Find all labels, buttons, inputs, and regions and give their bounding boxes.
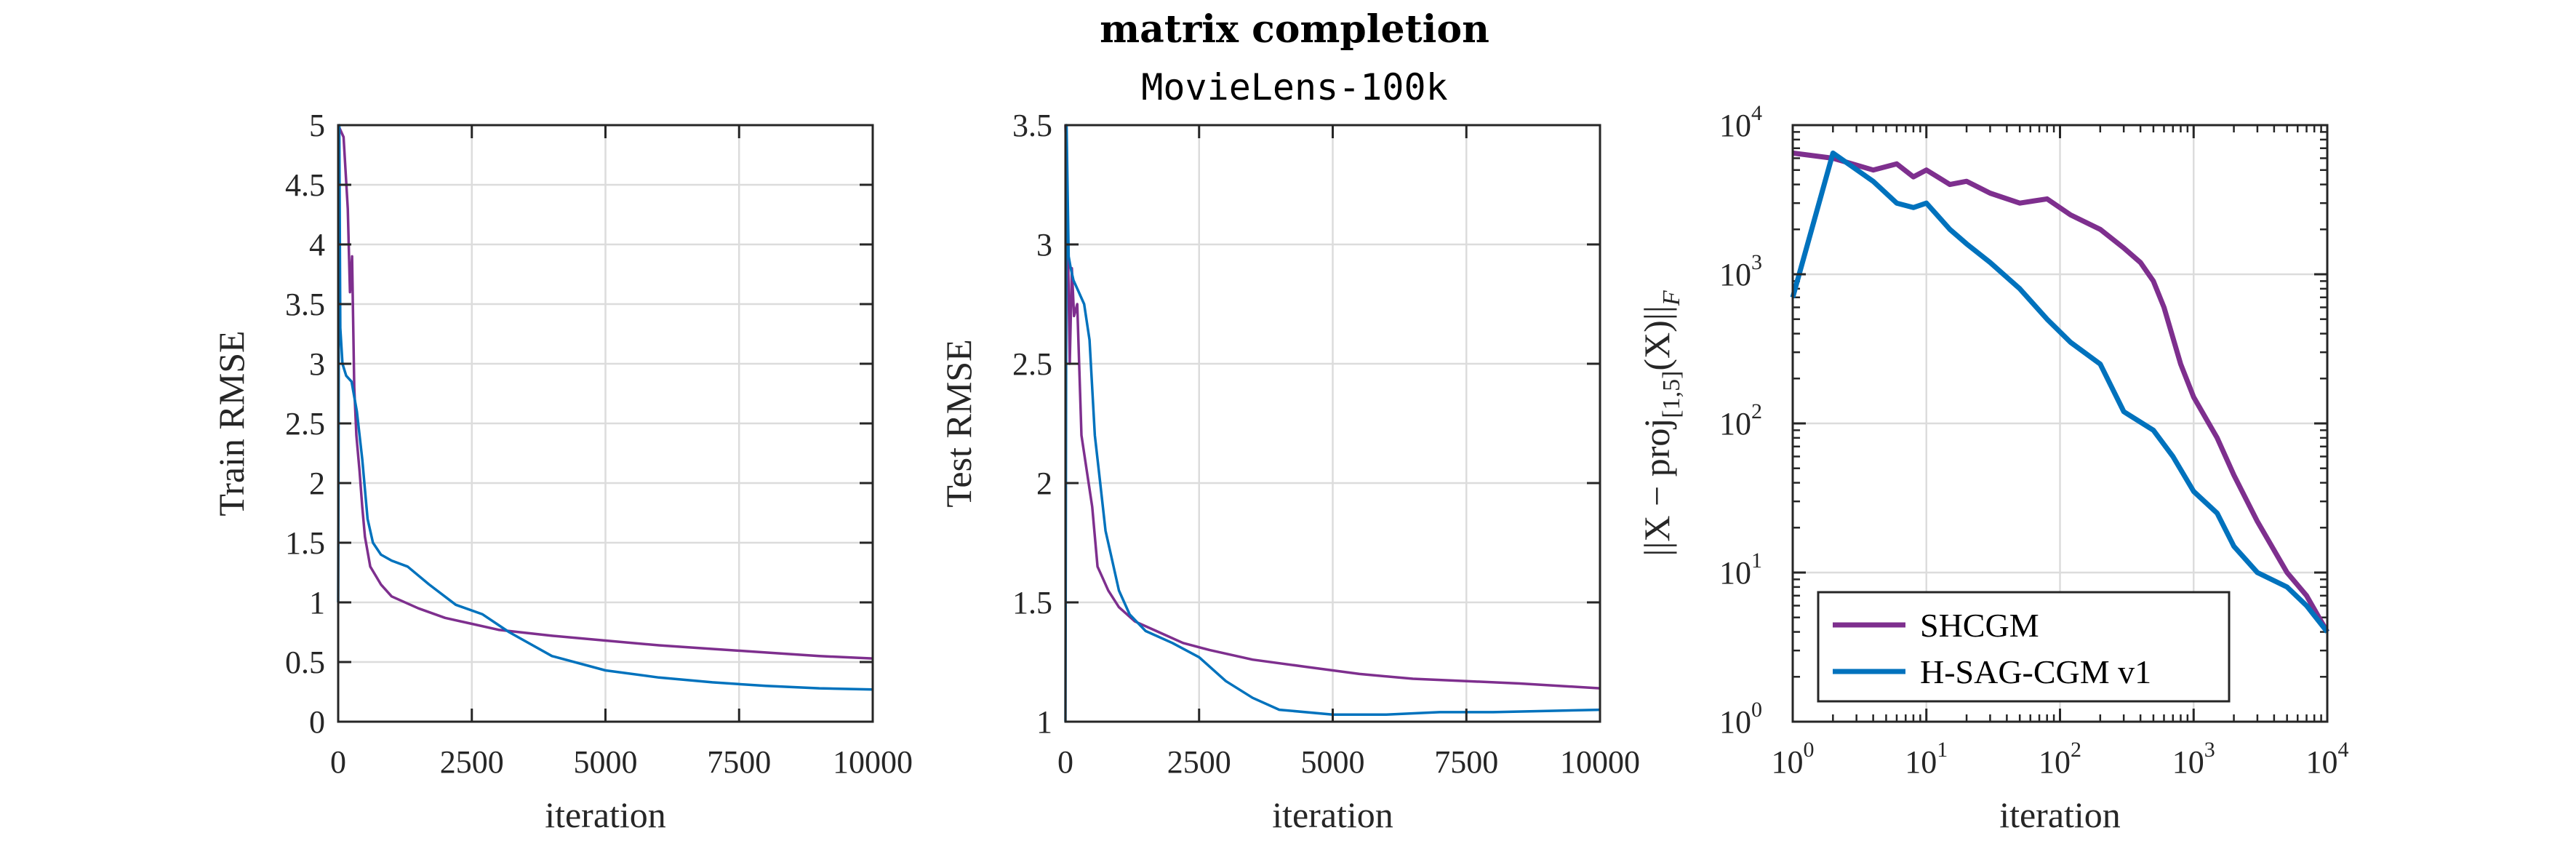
y-tick-label: 2 [1036, 466, 1052, 501]
x-tick-label: 0 [330, 744, 346, 780]
y-axis-label: ||X − proj[1,5](X)||F [1636, 290, 1685, 556]
x-axis-label: iteration [1999, 794, 2121, 835]
y-tick-label: 2.5 [1012, 346, 1052, 382]
y-tick-label: 1 [1036, 704, 1052, 740]
figure-subtitle: MovieLens-100k [1141, 66, 1447, 108]
chart-3: 100 101 102 103 104100101102103104iteration|… [1636, 101, 2349, 835]
y-tick-label: 4 [309, 227, 325, 263]
tick-exponent: 1 [1751, 549, 1762, 573]
x-tick-label: 102 [2039, 738, 2081, 780]
x-tick-label: 104 [2306, 738, 2349, 780]
tick-exponent: 2 [2071, 738, 2081, 762]
legend-box [1817, 591, 2231, 703]
tick-base: 10 [2172, 744, 2204, 780]
tick-base: 10 [1719, 704, 1751, 740]
tick-exponent: 1 [1937, 738, 1948, 762]
tick-base: 10 [1772, 744, 1804, 780]
x-tick-label: 10000 [1560, 744, 1640, 780]
y-tick-label: 3 [1036, 227, 1052, 263]
y-tick-label: 1.5 [1012, 585, 1052, 621]
y-axis-label: Test RMSE [938, 339, 979, 507]
figure-title: matrix completion [1100, 7, 1489, 52]
tick-exponent: 0 [1804, 738, 1815, 762]
x-axis-label: iteration [1272, 794, 1393, 835]
series-line-1 [337, 124, 873, 660]
y-tick-label: 3 [309, 346, 325, 382]
y-label-subscript: [1,5] [1658, 371, 1685, 418]
y-tick-label: 3.5 [285, 287, 325, 322]
legend-label: SHCGM [1920, 607, 2039, 644]
y-axis-label: Train RMSE [211, 330, 252, 516]
x-tick-label: 7500 [707, 744, 771, 780]
x-tick-label: 7500 [1434, 744, 1498, 780]
x-tick-label: 10000 [833, 744, 913, 780]
chart-2: 0 2500 5000 7500 10000 1 1.5 2 2.5 3 3.5 iteration T… [938, 108, 1640, 835]
series-line-shcgm [1792, 150, 2330, 634]
charts-container: 0 2500 5000 7500 1000000.511.522.533.544.55i… [211, 101, 2349, 835]
y-tick-label: 1.5 [285, 525, 325, 561]
series-line-h-sag-cgm-v1 [1790, 150, 2329, 634]
tick-base: 10 [1905, 744, 1937, 780]
y-label-subscript: F [1658, 290, 1685, 306]
y-tick-label: 2.5 [285, 406, 325, 442]
tick-base: 10 [1719, 406, 1751, 442]
tick-base: 10 [2039, 744, 2071, 780]
x-tick-label: 5000 [1301, 744, 1365, 780]
y-tick-label: 100 [1719, 698, 1762, 740]
tick-base: 10 [1719, 555, 1751, 591]
tick-exponent: 4 [1751, 101, 1762, 125]
series-line-2 [337, 124, 873, 691]
series-line-2 [1064, 124, 1601, 722]
y-tick-label: 101 [1719, 549, 1762, 591]
x-tick-label: 100 [1772, 738, 1815, 780]
tick-exponent: 3 [1751, 250, 1762, 274]
y-tick-label: 0.5 [285, 645, 325, 680]
y-tick-label: 2 [309, 466, 325, 501]
chart-1: 0 2500 5000 7500 10000 0 0.5 1 1.5 2 2.5 3 3.5 4 4.5 5 i… [211, 108, 913, 835]
y-tick-label: 1 [309, 585, 325, 621]
x-tick-label: 0 [1057, 744, 1073, 780]
tick-exponent: 2 [1751, 399, 1762, 423]
tick-base: 10 [1719, 108, 1751, 143]
x-tick-label: 103 [2172, 738, 2215, 780]
y-tick-label: 102 [1719, 399, 1762, 442]
tick-base: 10 [2306, 744, 2338, 780]
tick-exponent: 0 [1751, 698, 1762, 722]
x-axis-label: iteration [545, 794, 666, 835]
y-tick-label: 5 [309, 108, 325, 143]
legend-label: H-SAG-CGM v1 [1920, 653, 2151, 690]
y-tick-label: 3.5 [1012, 108, 1052, 143]
tick-exponent: 4 [2338, 738, 2349, 762]
y-label-main: ||X − proj [1636, 418, 1677, 557]
y-tick-label: 4.5 [285, 167, 325, 203]
x-tick-label: 2500 [1167, 744, 1231, 780]
tick-base: 10 [1719, 257, 1751, 292]
y-tick-label: 103 [1719, 250, 1762, 292]
tick-exponent: 3 [2204, 738, 2215, 762]
y-tick-label: 0 [309, 704, 325, 740]
x-tick-label: 2500 [440, 744, 504, 780]
series-line-1 [1064, 124, 1601, 690]
y-tick-label: 104 [1719, 101, 1762, 143]
x-tick-label: 101 [1905, 738, 1948, 780]
y-label-main: (X)|| [1636, 306, 1677, 370]
x-tick-label: 5000 [574, 744, 638, 780]
